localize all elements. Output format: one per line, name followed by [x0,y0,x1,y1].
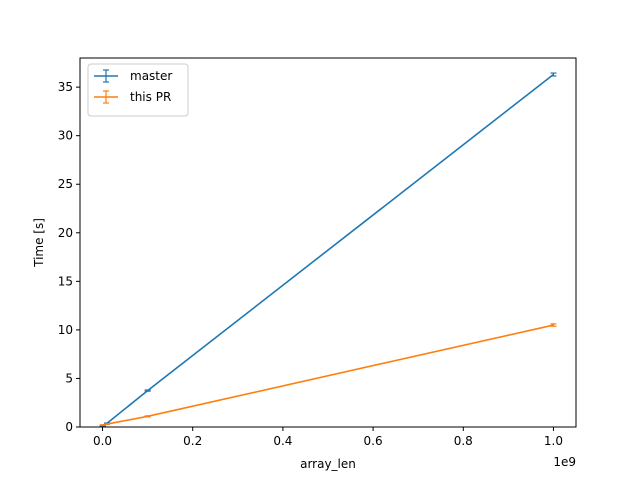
series-line-this-pr [102,324,554,426]
legend-label: master [130,69,172,83]
y-axis-ticks: 0 5 10 15 20 25 30 35 [58,80,80,434]
x-tick-label: 0.6 [364,434,383,448]
x-tick-label: 0.0 [93,434,112,448]
x-tick-label: 0.4 [273,434,292,448]
y-tick-label: 10 [58,323,73,337]
plot-frame [79,57,577,428]
error-bar-this-pr [144,415,151,418]
x-tick-label: 0.8 [454,434,473,448]
error-bar-master [550,72,557,77]
x-tick-label: 0.2 [183,434,202,448]
y-tick-label: 25 [58,177,73,191]
y-tick-label: 0 [65,420,73,434]
y-tick-label: 20 [58,226,73,240]
legend-frame [87,63,189,117]
x-axis-ticks: 0.0 0.2 0.4 0.6 0.8 1.0 [93,427,563,448]
x-axis-offset-text: 1e9 [553,455,576,469]
y-tick-label: 30 [58,129,73,143]
y-tick-label: 35 [58,80,73,94]
y-tick-label: 15 [58,274,73,288]
legend: master this PR [87,63,189,117]
y-tick-label: 5 [65,371,73,385]
x-axis-label: array_len [300,457,356,471]
y-axis-label: Time [s] [32,218,46,268]
series-line-master [102,73,554,428]
error-bar-master [144,389,151,392]
x-tick-label: 1.0 [544,434,563,448]
legend-entry: master [94,69,172,83]
legend-entry: this PR [94,90,171,104]
error-bar-this-pr [550,323,557,327]
plot-marks [99,72,557,428]
legend-label: this PR [130,90,171,104]
